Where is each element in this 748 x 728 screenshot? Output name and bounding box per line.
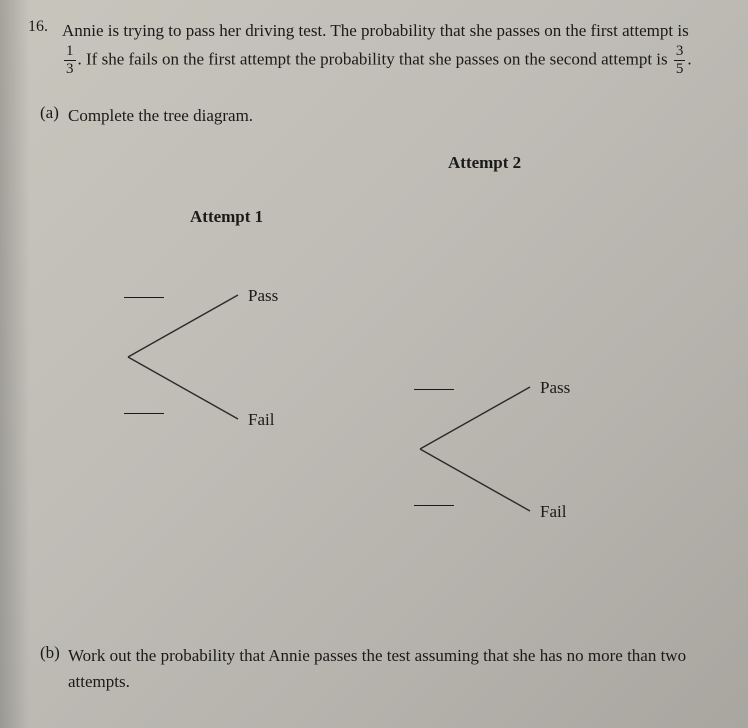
- tree2-fail-label: Fail: [540, 502, 566, 522]
- frac-den: 3: [66, 61, 74, 77]
- page-shadow: [0, 0, 30, 728]
- frac-num: 1: [64, 44, 76, 61]
- tree2-branches: [28, 147, 708, 567]
- question-text: Annie is trying to pass her driving test…: [62, 18, 708, 77]
- part-b-label: (b): [28, 643, 54, 694]
- tree2-blank-fail[interactable]: [414, 505, 454, 506]
- worksheet-page: 16. Annie is trying to pass her driving …: [0, 0, 748, 728]
- frac-num: 3: [674, 44, 686, 61]
- tree-diagram: Attempt 1 Attempt 2 Pass Fail Pass Fail: [28, 147, 708, 567]
- tree2-blank-pass[interactable]: [414, 389, 454, 390]
- part-b: (b) Work out the probability that Annie …: [28, 643, 708, 694]
- fraction-1-3: 1 3: [64, 44, 76, 77]
- frac-den: 5: [676, 61, 684, 77]
- question-number: 16.: [28, 18, 52, 36]
- q-text-2: . If she fails on the first attempt the …: [78, 50, 672, 69]
- part-a-label: (a): [28, 103, 54, 129]
- part-b-text: Work out the probability that Annie pass…: [68, 643, 708, 694]
- question-16: 16. Annie is trying to pass her driving …: [28, 18, 708, 77]
- q-text-end: .: [687, 50, 691, 69]
- fraction-3-5: 3 5: [674, 44, 686, 77]
- q-text-1: Annie is trying to pass her driving test…: [62, 21, 689, 40]
- part-a-text: Complete the tree diagram.: [68, 103, 253, 129]
- tree2-pass-label: Pass: [540, 378, 570, 398]
- part-a: (a) Complete the tree diagram.: [28, 103, 708, 129]
